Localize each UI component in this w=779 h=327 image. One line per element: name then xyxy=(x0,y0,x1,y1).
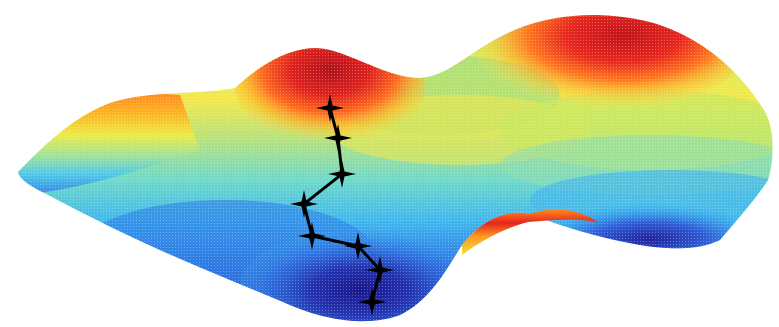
path-marker xyxy=(344,232,372,260)
path-marker xyxy=(290,190,318,218)
path-marker xyxy=(366,256,394,284)
path-marker xyxy=(298,222,326,250)
path-marker xyxy=(324,124,352,152)
path-marker xyxy=(316,94,344,122)
descent-path xyxy=(290,94,394,316)
saddle-ridge xyxy=(462,209,598,255)
path-marker xyxy=(358,288,386,316)
path-marker xyxy=(328,160,356,188)
